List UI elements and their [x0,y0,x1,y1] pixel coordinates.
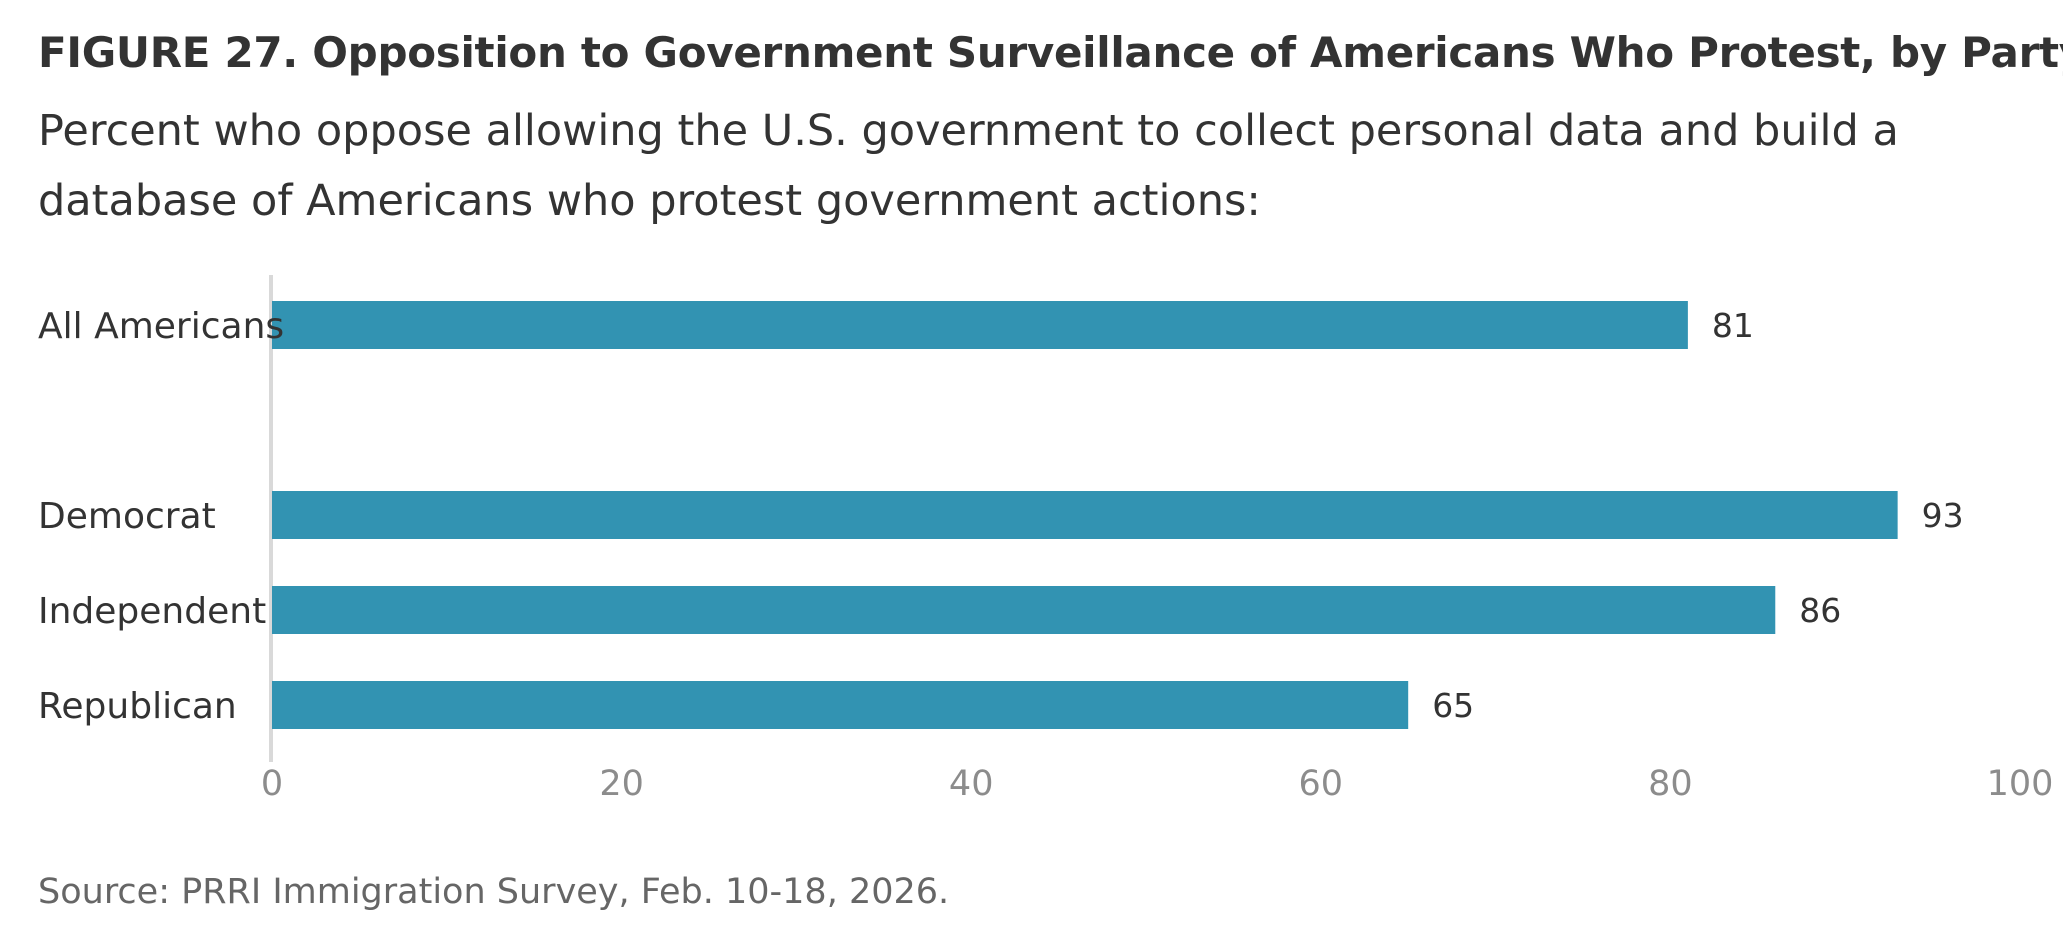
x-tick-label: 40 [949,764,994,804]
x-tick-label: 80 [1648,764,1693,804]
bar-republican [272,681,1409,729]
data-label: 81 [1712,306,1754,345]
data-label: 93 [1922,496,1964,535]
data-label: 65 [1432,686,1474,725]
category-label: All Americans [38,306,284,347]
data-label: 86 [1799,591,1841,630]
bar-democrat [272,491,1898,539]
bar-all-americans [272,301,1688,349]
category-label: Republican [38,686,237,727]
source-note: Source: PRRI Immigration Survey, Feb. 10… [38,872,950,912]
chart-title: FIGURE 27. Opposition to Government Surv… [38,28,2063,77]
chart-subtitle: Percent who oppose allowing the U.S. gov… [38,106,1899,226]
bar-independent [272,586,1776,634]
x-tick-label: 20 [599,764,644,804]
x-tick-label: 60 [1299,764,1344,804]
x-tick-label: 100 [1987,764,2054,804]
category-label: Independent [38,591,266,632]
x-tick-label: 0 [261,764,283,804]
category-label: Democrat [38,496,216,537]
